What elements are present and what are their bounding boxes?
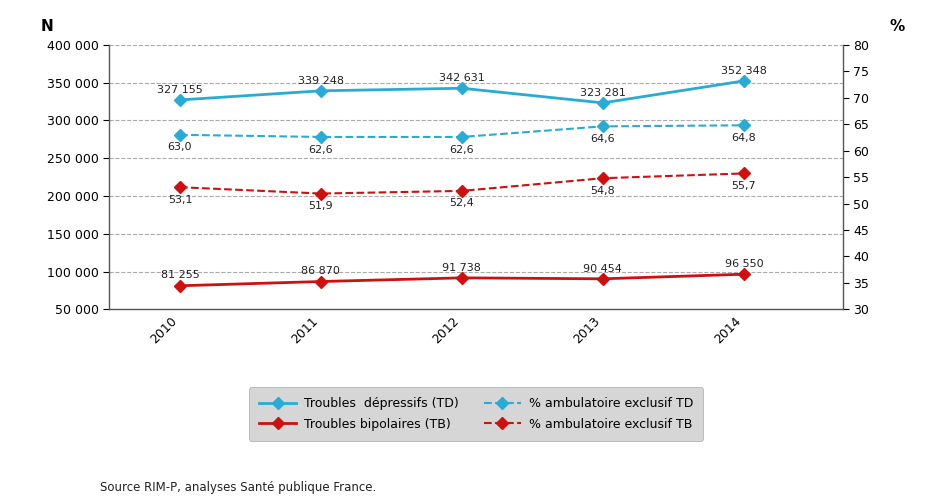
Text: 64,6: 64,6: [590, 134, 615, 144]
Text: Source RIM-P, analyses Santé publique France.: Source RIM-P, analyses Santé publique Fr…: [100, 481, 376, 494]
Text: 327 155: 327 155: [157, 85, 203, 95]
Text: 51,9: 51,9: [308, 201, 333, 211]
Text: 54,8: 54,8: [590, 186, 615, 196]
Text: 55,7: 55,7: [731, 181, 756, 191]
Text: 86 870: 86 870: [302, 266, 341, 276]
Text: 96 550: 96 550: [724, 259, 764, 269]
Text: 91 738: 91 738: [443, 262, 482, 272]
Text: 342 631: 342 631: [439, 73, 485, 83]
Text: 90 454: 90 454: [584, 263, 623, 273]
Text: 52,4: 52,4: [449, 199, 474, 209]
Text: 62,6: 62,6: [449, 145, 474, 155]
Text: 339 248: 339 248: [298, 75, 344, 85]
Text: %: %: [890, 19, 905, 34]
Text: 64,8: 64,8: [731, 133, 756, 143]
Text: 62,6: 62,6: [308, 145, 333, 155]
Text: N: N: [41, 19, 53, 34]
Text: 63,0: 63,0: [168, 142, 192, 152]
Legend: Troubles  dépressifs (TD), Troubles bipolaires (TB), % ambulatoire exclusif TD, : Troubles dépressifs (TD), Troubles bipol…: [248, 387, 704, 441]
Text: 323 281: 323 281: [580, 88, 625, 98]
Text: 352 348: 352 348: [721, 66, 766, 76]
Text: 81 255: 81 255: [161, 270, 199, 280]
Text: 53,1: 53,1: [168, 195, 192, 205]
